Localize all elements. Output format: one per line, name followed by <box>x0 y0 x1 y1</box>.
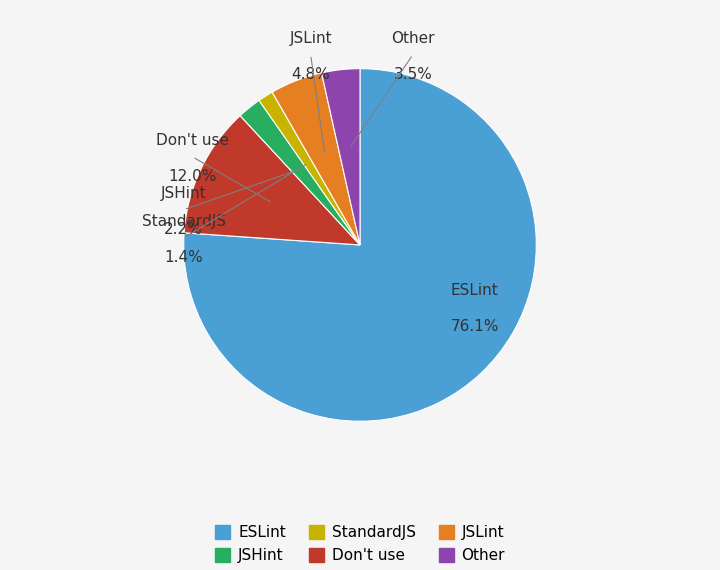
Text: StandardJS: StandardJS <box>142 214 225 229</box>
Text: JSHint: JSHint <box>161 186 207 201</box>
Text: Don't use: Don't use <box>156 133 229 148</box>
Wedge shape <box>184 116 360 245</box>
Text: 4.8%: 4.8% <box>292 67 330 82</box>
Wedge shape <box>259 92 360 245</box>
Wedge shape <box>272 73 360 245</box>
Text: 3.5%: 3.5% <box>393 67 432 82</box>
Text: 1.4%: 1.4% <box>164 250 203 265</box>
Text: 2.2%: 2.2% <box>164 222 203 237</box>
Legend: ESLint, JSHint, StandardJS, Don't use, JSLint, Other: ESLint, JSHint, StandardJS, Don't use, J… <box>209 519 511 569</box>
Wedge shape <box>240 100 360 245</box>
Text: 76.1%: 76.1% <box>450 319 499 334</box>
Wedge shape <box>322 68 360 245</box>
Text: 12.0%: 12.0% <box>168 169 217 184</box>
Text: Other: Other <box>391 31 435 46</box>
Text: JSLint: JSLint <box>289 31 332 46</box>
Wedge shape <box>184 68 536 421</box>
Text: ESLint: ESLint <box>451 283 498 298</box>
